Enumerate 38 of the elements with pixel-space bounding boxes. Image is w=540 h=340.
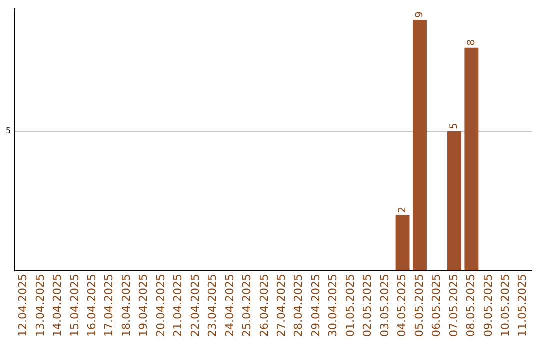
x-tick-label: 26.04.2025 (258, 274, 271, 338)
x-tick-label: 24.04.2025 (223, 274, 236, 338)
x-tick-label: 11.05.2025 (516, 274, 530, 338)
bar (464, 48, 479, 271)
x-tick-label: 05.05.2025 (412, 274, 426, 338)
bar (447, 132, 462, 271)
x-tick-label: 04.05.2025 (396, 274, 409, 338)
x-tick-label: 13.04.2025 (34, 274, 47, 338)
x-tick-label: 16.04.2025 (85, 274, 98, 338)
bar (396, 215, 410, 271)
x-tick-label: 14.04.2025 (51, 274, 64, 338)
data-label: 5 (449, 123, 460, 130)
x-tick-label: 18.04.2025 (120, 274, 133, 338)
x-tick-label: 20.04.2025 (154, 274, 168, 338)
data-label: 2 (397, 206, 408, 214)
x-tick-label: 25.04.2025 (240, 274, 254, 338)
x-tick-label: 19.04.2025 (137, 274, 150, 338)
data-label: 9 (414, 12, 426, 18)
x-tick-label: 22.04.2025 (188, 274, 202, 338)
x-tick-label: 21.04.2025 (172, 274, 185, 338)
x-tick-label: 09.05.2025 (482, 274, 495, 338)
x-tick-label: 06.05.2025 (430, 274, 444, 338)
x-tick-label: 27.04.2025 (275, 274, 288, 338)
x-tick-label: 02.05.2025 (361, 274, 374, 338)
x-tick-label: 23.04.2025 (206, 274, 220, 338)
x-tick-label: 03.05.2025 (378, 274, 392, 338)
x-tick-label: 17.04.2025 (102, 274, 116, 338)
x-tick-label: 28.04.2025 (292, 274, 306, 338)
x-tick-label: 30.04.2025 (326, 274, 340, 338)
x-tick-label: 08.05.2025 (464, 274, 478, 338)
data-label: 8 (466, 39, 478, 46)
x-tick-label: 12.04.2025 (16, 274, 30, 338)
bar (413, 20, 427, 271)
x-tick-label: 10.05.2025 (499, 274, 512, 338)
x-tick-label: 29.04.2025 (309, 274, 322, 338)
x-tick-label: 01.05.2025 (344, 274, 357, 338)
x-tick-label: 07.05.2025 (447, 274, 460, 338)
x-tick-label: 15.04.2025 (68, 274, 82, 338)
